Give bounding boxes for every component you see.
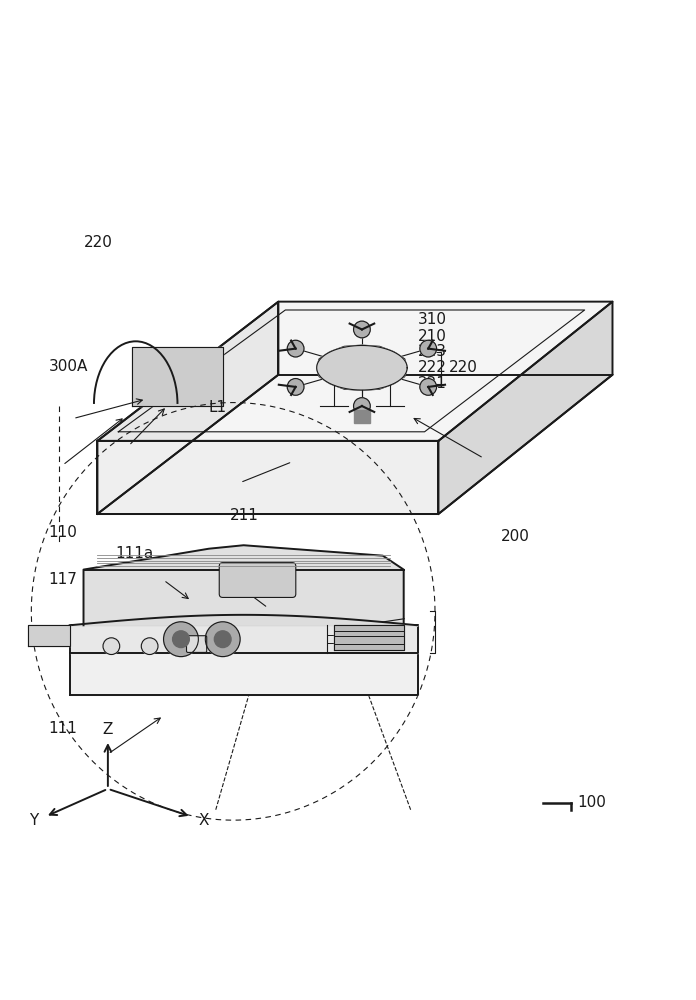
Polygon shape [70,653,418,695]
Circle shape [354,398,370,414]
FancyBboxPatch shape [187,636,207,652]
Text: 300A: 300A [49,359,88,374]
Text: 222: 222 [418,360,446,375]
Polygon shape [354,410,370,423]
Text: Y: Y [29,813,38,828]
Polygon shape [438,302,612,514]
Circle shape [214,631,231,648]
Polygon shape [334,625,404,650]
Circle shape [287,379,304,395]
Text: 111: 111 [49,721,77,736]
Polygon shape [97,441,438,514]
Circle shape [420,340,436,357]
Text: X: X [198,813,209,828]
Text: 221: 221 [418,376,446,391]
Polygon shape [84,545,404,625]
Text: 117: 117 [49,572,77,587]
Text: 100: 100 [578,795,606,810]
Polygon shape [132,347,223,406]
Text: Z: Z [103,722,113,737]
Circle shape [173,631,189,648]
Text: 310: 310 [418,312,447,327]
Circle shape [287,340,304,357]
Text: 111a: 111a [115,546,153,561]
Polygon shape [97,302,612,441]
Polygon shape [97,302,278,514]
FancyBboxPatch shape [219,563,296,597]
Text: 220: 220 [84,235,112,250]
Polygon shape [70,625,418,653]
Circle shape [205,622,240,657]
Ellipse shape [317,345,407,390]
Text: 200: 200 [501,529,530,544]
Circle shape [103,638,120,655]
Text: 211: 211 [230,508,258,523]
Polygon shape [84,570,404,625]
Circle shape [420,379,436,395]
Text: 220: 220 [449,360,477,375]
Text: 210: 210 [418,329,446,344]
Circle shape [164,622,198,657]
Polygon shape [28,625,70,646]
Text: 223: 223 [418,344,447,359]
Circle shape [141,638,158,655]
Text: L1: L1 [209,400,227,415]
Circle shape [354,321,370,338]
Polygon shape [317,345,407,390]
Text: 110: 110 [49,525,77,540]
